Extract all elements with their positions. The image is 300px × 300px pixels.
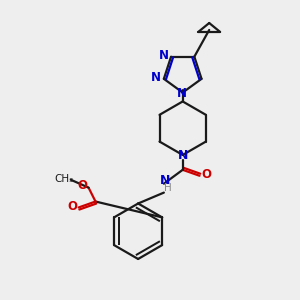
Text: O: O xyxy=(78,179,88,192)
Text: N: N xyxy=(177,87,187,100)
Text: O: O xyxy=(68,200,78,213)
Text: N: N xyxy=(159,49,169,62)
Text: N: N xyxy=(178,149,188,162)
Text: O: O xyxy=(202,168,212,181)
Text: N: N xyxy=(151,71,161,84)
Text: CH₃: CH₃ xyxy=(54,174,74,184)
Text: N: N xyxy=(160,174,170,187)
Text: H: H xyxy=(164,183,172,193)
